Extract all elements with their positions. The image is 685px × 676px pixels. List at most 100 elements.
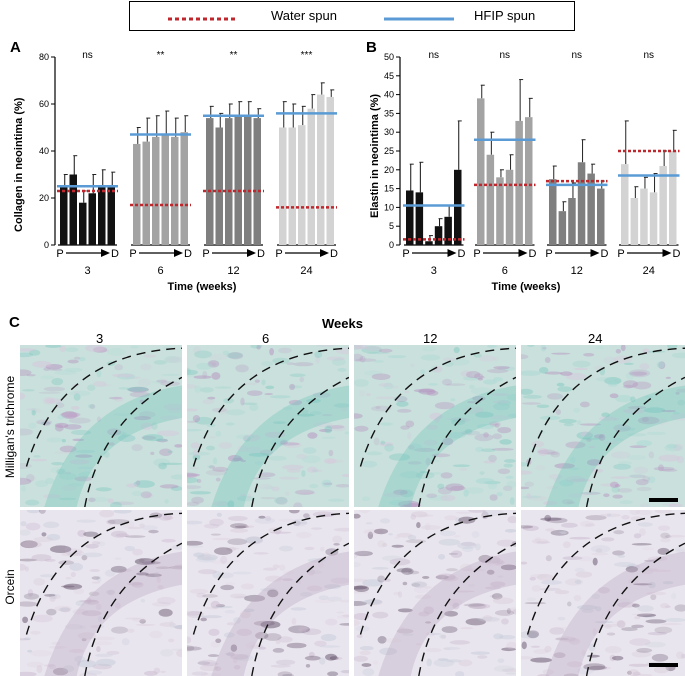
tissue-texture [415,643,422,646]
tissue-texture [73,587,85,595]
tissue-texture [51,377,64,386]
tissue-texture [544,356,551,364]
tissue-texture [489,423,498,426]
tissue-texture [487,481,498,490]
tissue-texture [192,346,201,354]
tissue-texture [377,635,387,644]
tissue-texture [172,625,182,629]
tissue-texture [26,408,36,411]
bar [454,169,462,245]
tissue-texture [272,564,280,569]
tissue-texture [304,546,315,551]
micrograph-orcein-6wk [187,510,349,676]
tissue-texture [153,360,167,365]
tissue-texture [664,605,671,608]
tissue-texture [598,433,606,441]
bar [215,127,223,245]
tissue-texture [613,417,620,422]
tissue-texture [480,561,500,567]
tissue-texture [151,422,158,430]
tissue-texture [562,556,583,561]
tissue-texture [46,361,51,369]
tissue-texture [336,611,345,614]
tissue-texture [227,538,248,546]
tissue-texture [426,493,438,499]
tissue-texture [22,616,29,624]
direction-arrow-head [174,249,183,257]
tissue-texture [445,383,466,386]
tissue-texture [631,624,644,629]
tissue-texture [218,442,233,449]
tissue-texture [354,513,361,519]
bar [669,151,677,245]
tissue-texture [475,446,484,453]
tissue-texture [383,492,406,498]
tissue-texture [158,513,172,521]
tissue-texture [426,658,432,667]
tissue-texture [424,522,431,531]
tissue-texture [611,655,624,661]
tissue-texture [272,648,285,653]
tissue-texture [139,558,145,563]
tissue-texture [548,473,563,480]
tissue-texture [417,514,434,517]
tissue-texture [579,491,601,494]
legend-water-swatch [168,17,236,21]
tissue-texture [76,519,97,523]
tissue-texture [285,491,290,496]
tissue-texture [318,595,329,601]
micrograph-background [354,510,516,676]
tissue-texture [248,452,270,457]
direction-end-label: D [673,248,681,260]
tissue-texture [558,418,577,424]
y-tick-label: 10 [384,202,394,212]
tissue-texture [661,469,678,472]
significance-label: ns [571,50,582,61]
direction-arrow-head [590,249,600,257]
tissue-texture [674,546,685,554]
tissue-texture [162,462,182,465]
tissue-texture [506,608,511,614]
tissue-texture [363,528,384,535]
outer-boundary-line [585,542,685,676]
tissue-texture [657,464,664,472]
inner-boundary-line [359,347,516,467]
tissue-texture [647,631,668,636]
tissue-texture [43,664,55,667]
tissue-texture [397,408,412,413]
tissue-texture [164,499,169,504]
tissue-texture [606,513,612,517]
tissue-texture [646,431,666,436]
outer-boundary-line [251,542,349,676]
tissue-texture [673,443,683,451]
tissue-texture [641,417,649,422]
tissue-texture [142,434,164,442]
tissue-texture [497,658,505,663]
tissue-texture [522,495,542,499]
tissue-texture [57,414,65,420]
tissue-texture [70,571,77,578]
tissue-texture [320,633,337,642]
tissue-texture [624,429,635,432]
tissue-texture [388,453,411,461]
tissue-texture [524,602,547,605]
tissue-texture [426,390,439,396]
tissue-texture [74,476,92,482]
tissue-texture [68,417,91,424]
tissue-texture [166,356,182,363]
tissue-texture [72,438,85,442]
tissue-texture [481,448,496,453]
tissue-texture [20,348,36,352]
y-tick-label: 50 [384,52,394,62]
tissue-texture [494,422,500,428]
tissue-texture [254,461,265,466]
tissue-texture [499,634,516,640]
tissue-texture [354,379,369,387]
tissue-texture [503,459,516,463]
tissue-texture [365,522,373,525]
tissue-texture [226,546,237,552]
tissue-texture [206,423,216,427]
bar [558,211,567,245]
tissue-texture [194,416,213,425]
tissue-texture [243,435,251,442]
